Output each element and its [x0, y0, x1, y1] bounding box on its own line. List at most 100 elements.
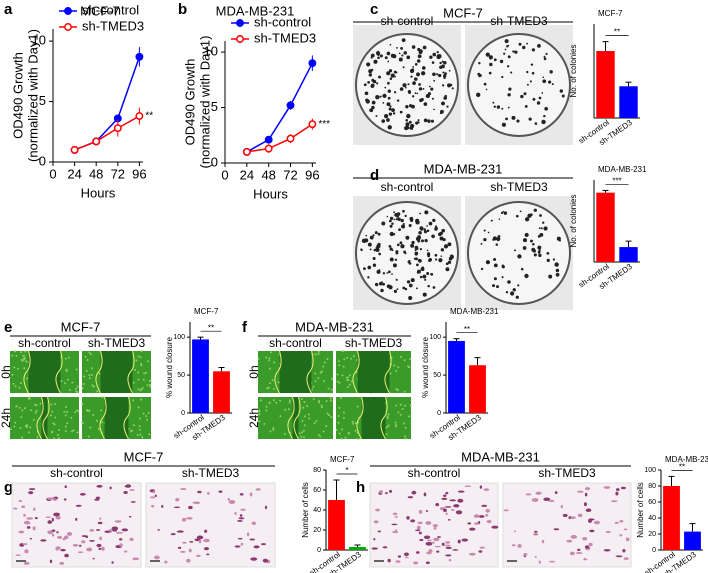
- cell: [82, 382, 85, 385]
- colony: [367, 276, 370, 279]
- cell: [543, 497, 551, 501]
- photo: [145, 482, 276, 568]
- colony: [391, 108, 395, 113]
- colony: [427, 284, 430, 288]
- colony: [412, 81, 416, 85]
- colony: [375, 95, 380, 100]
- cell: [468, 552, 476, 556]
- column-label: sh-control: [408, 466, 461, 480]
- colony: [400, 218, 404, 223]
- colony: [405, 86, 407, 89]
- cell: [338, 364, 341, 367]
- cell: [399, 356, 402, 359]
- cell: [259, 399, 262, 402]
- wound: [357, 351, 390, 393]
- colony: [397, 217, 401, 221]
- cell: [262, 558, 268, 563]
- cell: [342, 417, 345, 420]
- colony: [376, 244, 381, 249]
- colony: [422, 274, 427, 279]
- colony: [411, 45, 416, 49]
- colony: [534, 122, 538, 125]
- colony: [392, 112, 396, 115]
- marker: [286, 101, 295, 110]
- cell: [312, 385, 315, 388]
- wound-edge: [287, 396, 295, 440]
- colony: [492, 238, 495, 241]
- cell: [141, 386, 144, 389]
- colony: [372, 263, 377, 267]
- cell: [408, 366, 411, 369]
- cell: [66, 422, 69, 425]
- cell: [272, 399, 275, 402]
- cell: [326, 412, 329, 415]
- colony: [395, 71, 398, 74]
- cell: [21, 505, 26, 509]
- cell: [356, 405, 359, 408]
- annotation: *: [345, 466, 348, 475]
- cell: [298, 432, 301, 435]
- cell: [95, 419, 98, 422]
- colony: [522, 246, 527, 250]
- cell: [382, 546, 388, 549]
- cell: [75, 504, 82, 507]
- colony: [417, 72, 420, 76]
- colony: [505, 117, 508, 121]
- cell: [588, 518, 595, 521]
- colony: [395, 278, 398, 281]
- colony: [390, 53, 395, 58]
- colony: [410, 243, 415, 248]
- cell: [263, 422, 266, 425]
- cell: [140, 388, 143, 391]
- colony: [421, 72, 424, 75]
- colony: [511, 115, 516, 120]
- colony: [364, 91, 369, 96]
- row-label: 0h: [247, 365, 261, 378]
- cell: [387, 413, 390, 416]
- cell: [18, 499, 23, 503]
- cell: [427, 539, 432, 542]
- cell: [441, 497, 448, 500]
- cell: [170, 533, 176, 536]
- colony: [507, 106, 510, 109]
- cell: [327, 414, 330, 417]
- group-title: MDA-MB-231: [424, 161, 503, 176]
- colony: [365, 234, 368, 237]
- colony: [443, 244, 449, 249]
- x-tick-label: 96: [132, 166, 146, 181]
- colony: [427, 119, 431, 123]
- colony: [480, 242, 483, 245]
- colony: [375, 247, 380, 252]
- cell: [432, 524, 438, 528]
- cell: [18, 530, 25, 534]
- cell: [319, 435, 322, 438]
- cell: [141, 436, 144, 439]
- cell: [346, 356, 349, 359]
- marker: [70, 145, 79, 154]
- cell: [63, 535, 69, 540]
- colony: [555, 268, 560, 273]
- cell: [45, 516, 52, 519]
- cell: [467, 522, 472, 525]
- cell: [88, 351, 91, 354]
- bar: [619, 86, 638, 118]
- cell: [81, 403, 84, 406]
- column-label: sh-control: [381, 14, 434, 28]
- colony: [438, 258, 443, 263]
- cell: [206, 553, 210, 556]
- series-line: [74, 115, 140, 151]
- cell: [342, 365, 345, 368]
- cell: [54, 403, 57, 406]
- cell: [315, 420, 318, 423]
- cell: [357, 437, 360, 440]
- colony: [392, 263, 397, 268]
- cell: [553, 528, 560, 531]
- colony: [503, 52, 506, 55]
- cell: [51, 431, 54, 434]
- cell: [443, 508, 447, 512]
- cell: [452, 549, 459, 551]
- cell: [533, 532, 539, 536]
- legend-marker: [64, 23, 72, 31]
- cell: [394, 516, 398, 518]
- cell: [417, 521, 423, 525]
